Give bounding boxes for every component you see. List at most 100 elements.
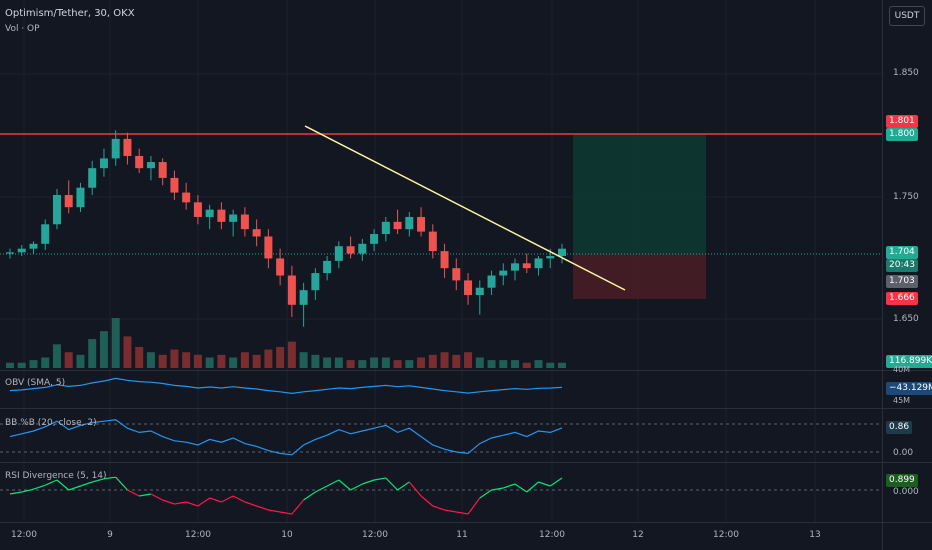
volume-bar: [88, 339, 97, 368]
volume-bar: [276, 346, 285, 368]
volume-bar: [135, 346, 144, 368]
volume-bar: [299, 352, 308, 368]
rsi-segment: [444, 509, 457, 513]
candle-body: [88, 168, 97, 188]
obv-legend[interactable]: OBV (SMA, 5): [5, 378, 66, 388]
candle-body: [358, 243, 367, 254]
candle-body: [158, 162, 167, 178]
candle-body: [264, 236, 273, 259]
volume-bar: [64, 352, 73, 368]
rsi-segment: [397, 481, 410, 491]
volume-tag: 116.899K: [886, 355, 932, 368]
candle-body: [511, 263, 520, 271]
candle-body: [381, 221, 390, 235]
bar-countdown-tag: 20:43: [886, 259, 918, 272]
candle-body: [41, 224, 50, 244]
candle-body: [522, 263, 531, 269]
volume-bar: [29, 360, 38, 368]
volume-bar: [417, 357, 426, 368]
obv-axis-tick: 45M: [893, 396, 911, 405]
volume-bar: [534, 360, 543, 368]
rsi-panel-divider[interactable]: [0, 462, 932, 463]
rsi-segment: [420, 495, 434, 507]
candlestick-series: [6, 130, 566, 327]
volume-bar: [52, 344, 61, 368]
rsi-segment: [479, 489, 492, 499]
volume-bar: [99, 331, 108, 368]
volume-bar: [323, 357, 332, 368]
volume-axis-tick: 40M: [893, 365, 911, 374]
volume-legend[interactable]: Vol · OP: [5, 24, 40, 34]
bb-line: [9, 419, 563, 456]
candle-body: [452, 268, 461, 281]
volume-bar: [287, 341, 296, 368]
candle-body: [499, 270, 508, 276]
candle-body: [146, 162, 155, 169]
stop-tag: 1.666: [886, 292, 918, 305]
rsi-segment: [185, 501, 199, 507]
stop-zone: [573, 254, 706, 299]
volume-bar: [334, 357, 343, 368]
bb-legend[interactable]: BB %B (20, close, 2): [5, 418, 97, 428]
volume-bar: [475, 357, 484, 368]
candle-body: [252, 229, 261, 237]
volume-bar: [193, 354, 202, 368]
volume-bar: [428, 354, 437, 368]
bb-panel-divider[interactable]: [0, 408, 932, 409]
rsi-segment: [221, 495, 234, 503]
candle-body: [217, 209, 226, 222]
volume-bar: [405, 360, 414, 368]
rsi-segment: [9, 491, 22, 495]
volume-bar: [158, 354, 167, 368]
rsi-segment: [162, 499, 175, 505]
symbol-legend[interactable]: Optimism/Tether, 30, OKX: [5, 8, 135, 19]
price-axis-divider: [882, 0, 883, 550]
candle-body: [475, 287, 484, 296]
rsi-segment: [549, 477, 563, 487]
candle-body: [135, 155, 144, 169]
volume-bar: [370, 357, 379, 368]
candle-body: [276, 258, 285, 276]
rsi-segment: [197, 497, 210, 507]
volume-bar: [522, 362, 531, 368]
rsi-segment: [103, 476, 116, 480]
candle-body: [334, 246, 343, 261]
obv-series: [9, 377, 563, 395]
rsi-segment: [33, 484, 46, 490]
volume-bar: [170, 349, 179, 368]
candle-body: [99, 158, 108, 169]
trendline[interactable]: [304, 125, 626, 291]
candle-body: [240, 214, 249, 230]
volume-bar: [464, 352, 473, 368]
candle-body: [440, 251, 449, 269]
candle-body: [111, 138, 120, 159]
obv-panel-divider[interactable]: [0, 370, 932, 371]
candle-body: [546, 256, 555, 259]
volume-bar: [558, 362, 566, 368]
candle-body: [64, 195, 73, 208]
rsi-segment: [373, 477, 386, 481]
time-tick: 10: [281, 530, 293, 540]
resistance-tag-a: 1.801: [886, 115, 918, 128]
volume-bar: [182, 352, 191, 368]
bb-value-tag: 0.86: [886, 421, 913, 434]
volume-bar: [123, 336, 132, 368]
time-axis-divider: [0, 522, 932, 523]
rsi-segment: [362, 479, 375, 485]
rsi-legend[interactable]: RSI Divergence (5, 14): [5, 471, 107, 481]
rsi-segment: [174, 501, 187, 505]
bb-axis-tick: 0.00: [893, 448, 914, 458]
time-tick: 11: [456, 530, 468, 540]
rsi-segment: [503, 483, 516, 489]
candle-body: [29, 243, 38, 249]
price-tick: 1.750: [893, 192, 919, 202]
rsi-segment: [291, 499, 305, 515]
currency-button[interactable]: USDT: [889, 6, 925, 26]
candle-body: [464, 280, 473, 296]
candle-body: [229, 214, 238, 222]
rsi-segment: [209, 497, 222, 503]
time-tick: 12: [632, 530, 644, 540]
volume-bar: [146, 352, 155, 368]
time-tick: 12:00: [713, 530, 739, 540]
